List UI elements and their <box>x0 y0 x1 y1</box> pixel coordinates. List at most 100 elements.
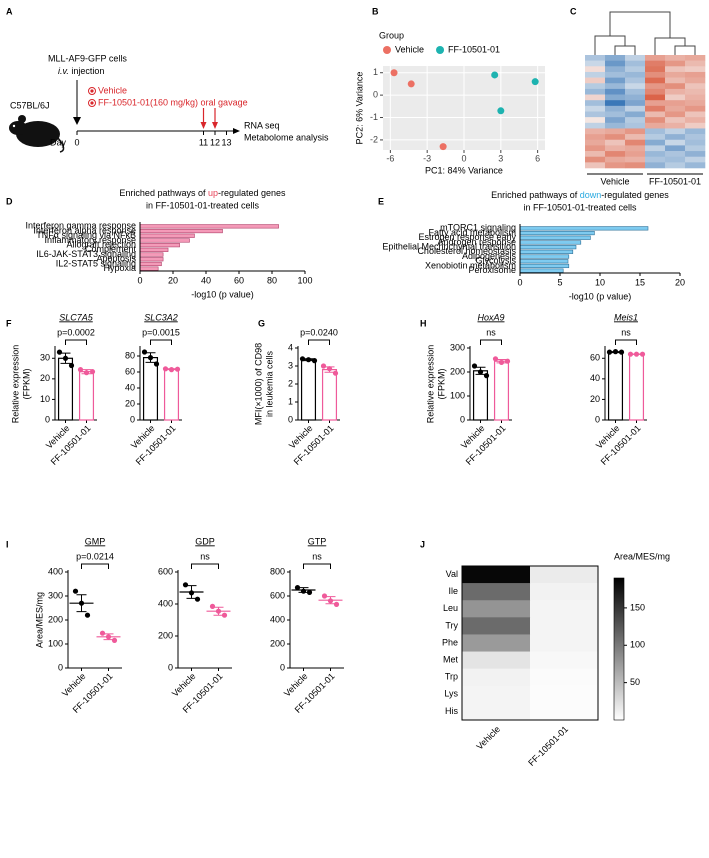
heatmap-cell <box>645 66 666 73</box>
panel-label: A <box>6 6 13 16</box>
significance-label: p=0.0015 <box>142 327 180 337</box>
y-tick-label: 0 <box>45 414 50 424</box>
heatmap-cell <box>645 55 666 61</box>
heatmap-cell <box>685 134 706 141</box>
data-point <box>633 351 640 357</box>
x-tick-label: 100 <box>297 275 312 285</box>
category-label: IL6-JAK-STAT3 signaling <box>36 249 136 259</box>
x-tick-label: 80 <box>267 275 277 285</box>
significance-bracket <box>480 339 502 345</box>
day-number: 0 <box>74 137 79 147</box>
injection-label: i.v. injection <box>58 66 104 76</box>
legend-title: Group <box>379 30 404 40</box>
x-tick-label: -3 <box>423 153 431 163</box>
bar <box>139 233 195 238</box>
x-tick-label: 10 <box>595 277 605 287</box>
heatmap-cell <box>605 66 626 73</box>
heatmap-cell <box>585 117 606 124</box>
heatmap-cell <box>645 162 666 169</box>
row-label: Met <box>443 654 459 664</box>
significance-label: ns <box>200 551 210 561</box>
chart-subtitle: in FF-10501-01-treated cells <box>523 202 637 212</box>
heatmap-cell <box>605 162 626 169</box>
heatmap-cell <box>665 105 686 112</box>
data-point <box>84 612 91 618</box>
data-point <box>89 369 96 375</box>
data-point <box>188 590 195 596</box>
y-tick-label: 80 <box>125 350 135 360</box>
heatmap-cell <box>645 128 666 135</box>
data-point <box>606 349 613 355</box>
heatmap-cell <box>530 566 599 584</box>
data-point <box>56 349 63 355</box>
y-axis-label: Relative expression <box>10 345 20 424</box>
y-tick-label: 0 <box>280 662 285 672</box>
heatmap-cell <box>685 117 706 124</box>
y-tick-label: 40 <box>590 373 600 383</box>
heatmap-cell <box>585 162 606 169</box>
bar <box>139 252 164 257</box>
heatmap-cell <box>605 134 626 141</box>
data-point <box>333 601 340 608</box>
y-axis-label: Relative expression <box>425 345 435 424</box>
heatmap-cell <box>665 128 686 135</box>
panel-label: J <box>420 539 425 549</box>
heatmap-cell <box>605 105 626 112</box>
heatmap-cell <box>625 88 646 95</box>
heatmap-cell <box>605 88 626 95</box>
heatmap-cell <box>605 128 626 135</box>
y-axis-label: (FPKM) <box>436 369 446 400</box>
category-label: Epithelial Mechnchymal transition <box>382 242 516 252</box>
y-tick-label: 200 <box>48 614 63 624</box>
category-label: Inflammatory response <box>44 235 136 245</box>
data-point <box>321 593 328 599</box>
bar <box>139 224 279 229</box>
y-tick-label: 400 <box>158 598 173 608</box>
bar <box>519 254 570 259</box>
treatment-label: Vehicle <box>98 85 127 95</box>
data-point <box>215 608 222 614</box>
x-axis-label: -log10 (p value) <box>569 291 632 301</box>
x-axis-label: PC1: 84% Variance <box>425 165 503 175</box>
legend-label: FF-10501-01 <box>448 44 500 54</box>
bar <box>519 263 570 269</box>
output-label: Metabolome analysis <box>244 132 329 142</box>
heatmap-cell <box>585 156 606 163</box>
heatmap-cell <box>605 117 626 124</box>
y-tick-label: 100 <box>48 638 63 648</box>
heatmap-cell <box>685 83 706 90</box>
x-tick-label: 20 <box>168 275 178 285</box>
arrow-head <box>73 117 81 125</box>
day-number: 11 <box>199 137 208 147</box>
heatmap-cell <box>645 156 666 163</box>
heatmap-cell <box>645 134 666 141</box>
heatmap-cell <box>462 566 531 584</box>
heatmap-cell <box>605 151 626 157</box>
data-point <box>326 366 333 372</box>
data-point <box>492 356 499 362</box>
y-tick-label: -1 <box>370 112 378 122</box>
heatmap-cell <box>530 668 599 687</box>
heatmap-cell <box>530 634 599 652</box>
y-tick-label: 200 <box>270 638 285 648</box>
data-point <box>483 373 490 379</box>
data-point <box>390 69 398 77</box>
data-point <box>194 596 201 602</box>
colorbar <box>613 577 625 721</box>
heatmap-cell <box>605 139 626 146</box>
significance-bracket <box>615 339 637 345</box>
category-label: mTORC1 signaling <box>440 223 516 233</box>
data-point <box>105 634 112 640</box>
data-point <box>72 588 79 594</box>
y-tick-label: 1 <box>288 396 293 406</box>
y-tick-label: 3 <box>288 360 293 370</box>
heatmap-cell <box>585 122 606 129</box>
y-tick-label: -2 <box>370 134 378 144</box>
heatmap-cell <box>665 117 686 124</box>
data-point <box>221 612 228 618</box>
panel-label: G <box>258 318 265 328</box>
dendrogram <box>594 11 696 55</box>
heatmap-cell <box>685 111 706 118</box>
heatmap-cell <box>462 583 531 601</box>
significance-label: ns <box>312 551 322 561</box>
